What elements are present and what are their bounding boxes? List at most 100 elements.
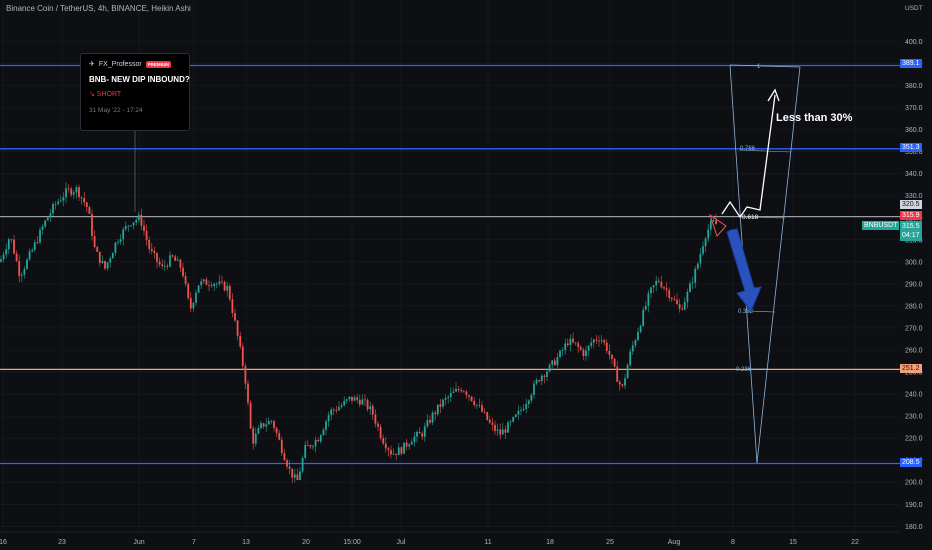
candle-body [468, 395, 470, 397]
fib-label-0236: 0.236 [736, 367, 752, 373]
candle-body [299, 471, 301, 480]
candle-body [70, 188, 73, 195]
candle-body [650, 287, 652, 294]
candle-body [2, 254, 5, 260]
candle-body [577, 343, 580, 348]
candle-body [234, 313, 236, 321]
candle-body [665, 288, 668, 291]
candle-body [23, 268, 26, 275]
candle-body [686, 291, 689, 302]
candle-body [192, 302, 195, 309]
y-tick-label: 200.0 [905, 480, 923, 487]
candle-body [712, 220, 715, 222]
idea-author[interactable]: FX_Professor [98, 60, 142, 68]
candle-body [93, 235, 96, 248]
candle-body [369, 406, 372, 410]
candle-body [522, 408, 525, 411]
candle-body [91, 213, 93, 236]
candle-body [62, 197, 65, 201]
candle-body [135, 219, 138, 223]
candle-body [314, 439, 317, 447]
candle-body [111, 253, 114, 259]
candle-body [101, 260, 104, 263]
candle-body [444, 397, 447, 400]
candle-body [605, 342, 608, 351]
candle-body [507, 422, 509, 433]
idea-title[interactable]: BNB- NEW DIP INBOUND? [89, 75, 190, 84]
x-tick-label: 8 [731, 539, 735, 546]
x-tick-label: 7 [192, 539, 196, 546]
candle-body [205, 279, 208, 286]
candle-body [462, 391, 465, 392]
candle-body [434, 412, 437, 415]
candle-body [421, 433, 424, 437]
candle-body [127, 225, 130, 227]
candle-body [683, 301, 686, 310]
candle-body [143, 225, 145, 232]
candle-body [358, 399, 361, 405]
candle-body [153, 250, 156, 253]
candle-body [288, 466, 291, 469]
candle-body [525, 404, 528, 409]
candle-body [382, 438, 385, 444]
x-tick-label: 13 [242, 539, 250, 546]
candle-body [478, 404, 481, 406]
candle-body [106, 262, 109, 269]
candle-body [569, 338, 572, 346]
currency-label: USDT [905, 5, 923, 12]
candle-body [694, 268, 697, 283]
candle-body [704, 238, 707, 247]
y-tick-label: 400.0 [905, 39, 923, 46]
candle-body [57, 201, 60, 204]
candle-body [80, 197, 83, 198]
fib-fan: 1 0.786 0.618 0.382 0.236 [729, 64, 801, 464]
candle-body [709, 220, 712, 230]
candle-body [353, 397, 356, 401]
candle-body [54, 203, 57, 205]
candle-body [317, 439, 320, 442]
candle-body [647, 293, 650, 306]
fib-label-0382: 0.382 [738, 309, 754, 315]
y-tick-label: 270.0 [905, 325, 923, 332]
candle-body [517, 410, 520, 415]
candle-body [46, 217, 49, 221]
candle-body [132, 222, 135, 226]
candle-body [327, 415, 330, 422]
candle-body [39, 229, 41, 243]
y-tick-label: 230.0 [905, 414, 923, 421]
candle-body [52, 204, 54, 214]
y-tick-label: 280.0 [905, 303, 923, 310]
candle-body [280, 439, 283, 454]
idea-card[interactable]: ✈ FX_Professor PREMIUM BNB- NEW DIP INBO… [80, 53, 190, 131]
countdown: 04:17 [902, 232, 920, 239]
blue-down-arrow [726, 228, 762, 312]
candle-body [345, 399, 348, 401]
current-price: 315.5 [902, 223, 920, 230]
candle-body [252, 428, 255, 444]
candle-body [621, 384, 624, 386]
candle-body [603, 340, 606, 343]
chart-title: Binance Coin / TetherUS, 4h, BINANCE, He… [6, 4, 191, 13]
candle-body [431, 412, 434, 423]
candle-body [442, 399, 444, 407]
candle-body [556, 357, 559, 366]
candle-body [215, 283, 218, 285]
candle-body [618, 381, 621, 385]
candle-body [231, 299, 234, 314]
candle-body [83, 197, 86, 203]
candle-body [249, 402, 252, 429]
candle-body [681, 308, 684, 310]
candle-body [218, 281, 221, 284]
candle-body [423, 426, 426, 437]
candle-body [691, 282, 694, 284]
candle-body [418, 431, 421, 434]
candle-body [486, 412, 489, 420]
candle-body [0, 259, 2, 262]
less-than-label: Less than 30% [776, 112, 853, 124]
candle-body [538, 380, 541, 382]
candle-body [179, 259, 182, 268]
x-tick-label: 23 [58, 539, 66, 546]
candle-body [20, 274, 23, 276]
candle-body [332, 409, 335, 411]
